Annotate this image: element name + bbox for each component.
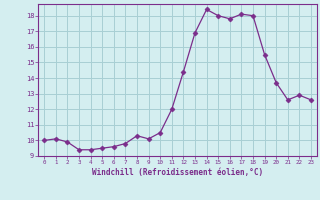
X-axis label: Windchill (Refroidissement éolien,°C): Windchill (Refroidissement éolien,°C)	[92, 168, 263, 177]
